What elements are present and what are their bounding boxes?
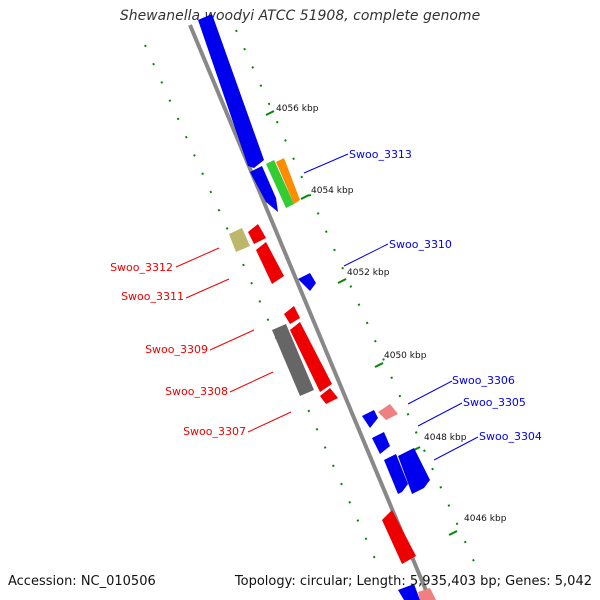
gene-forward-3305[interactable]	[372, 432, 390, 454]
gene-label-swoo-3312[interactable]: Swoo_3312	[110, 261, 173, 274]
gene-forward-3313-blue[interactable]	[250, 166, 278, 212]
gene-reverse-light[interactable]	[378, 404, 398, 420]
tick-label-4046: 4046 kbp	[464, 514, 507, 524]
tick-mark	[337, 278, 347, 284]
gene-reverse-3309-small[interactable]	[284, 306, 300, 324]
tick-label-4052: 4052 kbp	[347, 268, 390, 278]
gene-forward-3306[interactable]	[362, 410, 378, 428]
tick-mark	[448, 530, 458, 536]
tick-mark	[265, 110, 275, 116]
accession-text: Accession: NC_010506	[8, 574, 156, 589]
callout-line-3307	[247, 411, 292, 433]
gene-label-swoo-3309[interactable]: Swoo_3309	[145, 343, 208, 356]
callout-line-3311	[185, 278, 230, 299]
tick-label-4056: 4056 kbp	[276, 104, 319, 114]
gene-forward-bottom[interactable]	[398, 584, 420, 600]
callout-line-3310	[343, 243, 389, 267]
gene-reverse-3312[interactable]	[248, 224, 266, 244]
gene-reverse-bottom[interactable]	[382, 510, 416, 564]
tick-label-4048: 4048 kbp	[424, 433, 467, 443]
callout-line-3308	[229, 371, 274, 393]
gene-reverse-3311[interactable]	[256, 242, 284, 284]
tick-label-4050: 4050 kbp	[384, 351, 427, 361]
tick-mark	[300, 194, 310, 200]
gene-orange[interactable]	[276, 158, 300, 204]
gene-forward-large[interactable]	[198, 14, 264, 168]
gene-label-swoo-3307[interactable]: Swoo_3307	[183, 425, 246, 438]
gene-reverse-3308-gray[interactable]	[272, 324, 314, 396]
callout-line-3305	[417, 402, 463, 427]
summary-text: Topology: circular; Length: 5,935,403 bp…	[234, 574, 592, 589]
callout-line-3309	[209, 329, 255, 351]
callout-lines	[175, 153, 479, 461]
callout-line-3313	[303, 153, 349, 174]
gene-reverse-bottom-light[interactable]	[418, 588, 436, 600]
gene-forward-3304b[interactable]	[398, 448, 430, 494]
gene-forward-3310[interactable]	[298, 273, 316, 291]
backbone	[188, 24, 432, 600]
gene-label-swoo-3313[interactable]: Swoo_3313	[349, 148, 412, 161]
gene-label-swoo-3304[interactable]: Swoo_3304	[479, 430, 542, 443]
gene-label-swoo-3306[interactable]: Swoo_3306	[452, 374, 515, 387]
gene-reverse-3309[interactable]	[290, 322, 332, 392]
gene-forward-3304a[interactable]	[384, 454, 408, 494]
gene-label-swoo-3305[interactable]: Swoo_3305	[463, 396, 526, 409]
gene-label-swoo-3311[interactable]: Swoo_3311	[121, 290, 184, 303]
tick-mark	[374, 362, 384, 368]
gene-label-swoo-3308[interactable]: Swoo_3308	[165, 385, 228, 398]
guide-line-left	[144, 44, 381, 571]
gene-reverse-3312-khaki[interactable]	[229, 228, 250, 252]
gene-label-swoo-3310[interactable]: Swoo_3310	[389, 238, 452, 251]
gene-green[interactable]	[266, 160, 294, 208]
callout-line-3304	[433, 436, 479, 461]
tick-marks	[265, 110, 458, 536]
callout-line-3312	[175, 247, 220, 268]
gene-reverse-3307[interactable]	[320, 388, 338, 404]
callout-line-3306	[407, 380, 453, 405]
tick-label-4054: 4054 kbp	[311, 186, 354, 196]
